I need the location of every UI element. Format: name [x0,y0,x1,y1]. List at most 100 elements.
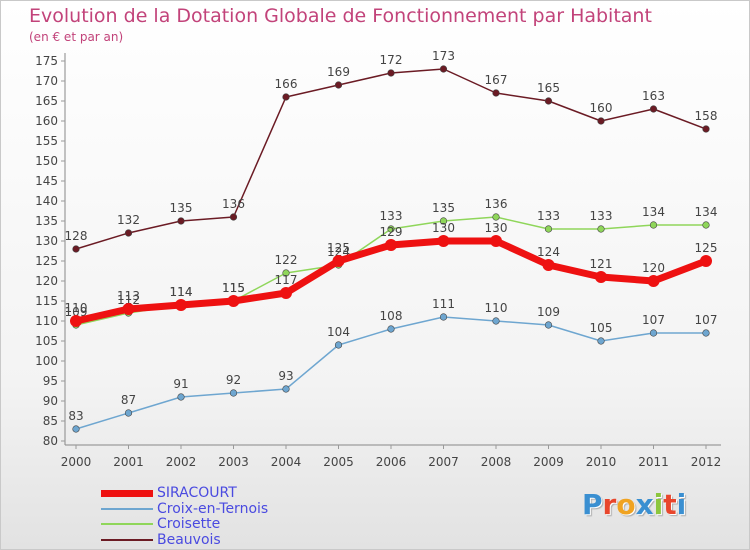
x-tick-label: 2001 [113,455,144,469]
y-tick-label: 155 [35,134,58,148]
data-point-croix-en-ternois [649,329,658,337]
data-point-croix-en-ternois [702,329,710,337]
y-tick-label: 175 [35,54,58,68]
data-label-croix-en-ternois: 104 [327,325,350,339]
y-tick-label: 110 [35,314,58,328]
data-label-siracourt: 114 [170,285,193,299]
y-tick-label: 140 [35,194,58,208]
data-label-croisette: 109 [65,305,88,319]
x-tick-label: 2003 [218,455,249,469]
data-label-croisette: 133 [590,209,613,223]
data-point-croix-en-ternois [282,385,290,393]
data-point-croisette [387,225,395,233]
data-label-beauvois: 132 [117,213,140,227]
y-tick-label: 125 [35,254,58,268]
y-tick-label: 105 [35,334,58,348]
x-tick-label: 2008 [481,455,512,469]
data-point-siracourt [332,255,345,267]
data-label-beauvois: 135 [170,201,193,215]
data-label-beauvois: 160 [590,101,613,115]
data-label-siracourt: 117 [275,273,298,287]
data-label-croisette: 135 [432,201,455,215]
data-point-croisette [439,217,448,225]
data-label-croix-en-ternois: 83 [68,409,83,423]
data-point-siracourt [122,303,135,315]
data-label-siracourt: 124 [537,245,560,259]
data-label-beauvois: 136 [222,197,245,211]
x-tick-label: 2007 [428,455,459,469]
data-label-siracourt: 120 [642,261,665,275]
data-label-siracourt: 130 [485,221,508,235]
data-label-siracourt: 130 [432,221,455,235]
x-tick-label: 2006 [376,455,407,469]
y-tick-label: 85 [43,414,58,428]
data-point-beauvois [282,93,290,101]
data-point-croix-en-ternois [334,341,343,349]
y-tick-label: 160 [35,114,58,128]
data-point-beauvois [124,229,133,237]
y-tick-label: 170 [35,74,58,88]
data-label-croix-en-ternois: 92 [226,373,241,387]
data-label-croisette: 124 [327,245,350,259]
legend-swatch-croisette [101,523,153,525]
data-point-beauvois [702,125,710,133]
data-point-siracourt [280,287,292,299]
data-point-siracourt [542,259,555,271]
data-point-beauvois [439,65,448,73]
data-label-croisette: 136 [485,197,508,211]
data-point-croisette [597,225,605,233]
data-point-croisette [544,225,553,233]
data-label-beauvois: 158 [695,109,718,123]
data-label-beauvois: 169 [327,65,350,79]
data-point-siracourt [647,275,660,287]
y-tick-label: 80 [43,434,58,448]
data-label-beauvois: 128 [65,229,88,243]
data-point-croix-en-ternois [229,389,238,397]
y-tick-label: 130 [35,234,58,248]
data-point-beauvois [544,97,553,105]
data-label-croix-en-ternois: 91 [173,377,188,391]
data-point-croix-en-ternois [72,425,80,433]
data-label-croix-en-ternois: 110 [485,301,508,315]
y-tick-label: 95 [43,374,58,388]
data-label-croisette: 133 [537,209,560,223]
data-point-croix-en-ternois [177,393,185,401]
data-point-siracourt [595,271,607,283]
data-point-beauvois [229,213,238,221]
data-label-beauvois: 172 [380,53,403,67]
data-label-croix-en-ternois: 108 [380,309,403,323]
x-tick-label: 2010 [586,455,617,469]
legend-label-croix-en-ternois: Croix-en-Ternois [157,500,269,517]
x-tick-label: 2002 [166,455,197,469]
x-tick-label: 2011 [638,455,669,469]
data-label-croisette: 134 [695,205,718,219]
y-tick-label: 115 [35,294,58,308]
data-point-croix-en-ternois [387,325,395,333]
data-label-siracourt: 125 [695,241,718,255]
data-point-siracourt [700,255,712,267]
data-point-croix-en-ternois [439,313,448,321]
x-tick-label: 2009 [533,455,564,469]
data-point-beauvois [387,69,395,77]
data-point-croix-en-ternois [544,321,553,329]
data-label-siracourt: 129 [380,225,403,239]
y-tick-label: 135 [35,214,58,228]
y-tick-label: 165 [35,94,58,108]
data-label-croix-en-ternois: 105 [590,321,613,335]
data-label-croisette: 133 [380,209,403,223]
data-label-croisette: 112 [117,293,140,307]
x-tick-label: 2000 [61,455,92,469]
data-label-croix-en-ternois: 107 [695,313,718,327]
data-point-beauvois [177,217,185,225]
data-label-croix-en-ternois: 93 [278,369,293,383]
data-label-croisette: 115 [222,281,245,295]
data-label-croix-en-ternois: 111 [432,297,455,311]
y-tick-label: 90 [43,394,58,408]
data-point-croix-en-ternois [124,409,133,417]
y-tick-label: 120 [35,274,58,288]
data-point-siracourt [385,239,397,251]
data-point-croisette [649,221,658,229]
data-label-croisette: 114 [170,285,193,299]
data-label-beauvois: 163 [642,89,665,103]
